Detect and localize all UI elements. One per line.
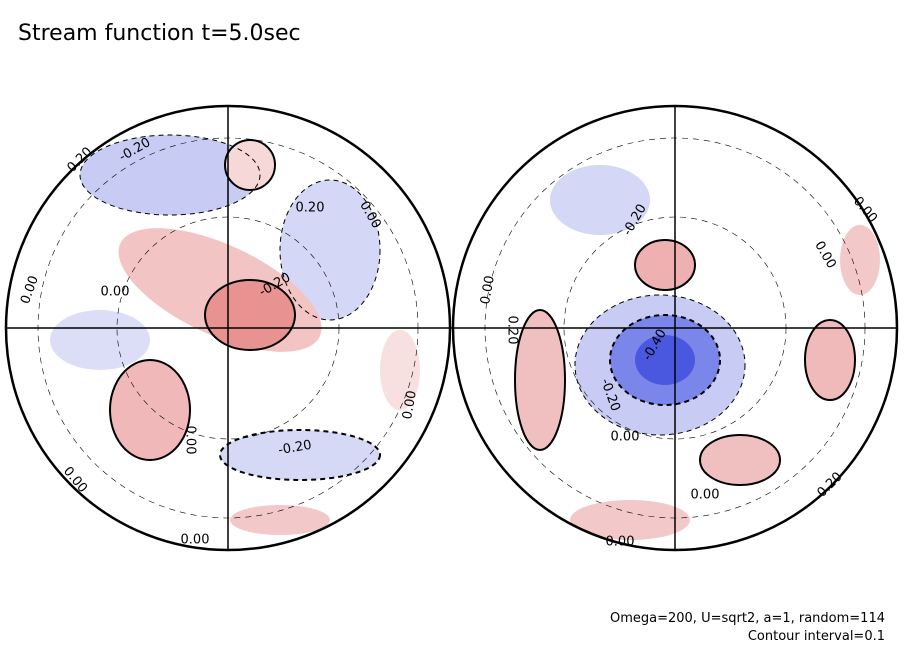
contour-lines bbox=[79, 134, 856, 486]
right-hemisphere-fill bbox=[515, 165, 880, 540]
contour-label: 0.00 bbox=[478, 274, 498, 305]
contour-label: 0.00 bbox=[811, 239, 838, 272]
contour-label: 0.00 bbox=[101, 285, 130, 300]
axes bbox=[4, 104, 899, 552]
contour-label: 0.00 bbox=[691, 488, 720, 503]
contour-label: 0.00 bbox=[60, 464, 90, 496]
note: Contour interval=0.1 bbox=[748, 629, 885, 644]
contour-label: 0.00 bbox=[181, 533, 210, 548]
contour-label: -0.20 bbox=[277, 438, 313, 459]
contour-label: 0.00 bbox=[18, 274, 42, 306]
contour-label: 0.20 bbox=[296, 201, 325, 216]
contour-label: 0.20 bbox=[505, 316, 520, 345]
title: Stream function t=5.0sec bbox=[18, 21, 301, 46]
contour-label: 0.00 bbox=[606, 535, 635, 550]
contour-label: 0.00 bbox=[611, 430, 640, 445]
left-hemisphere-fill bbox=[50, 135, 420, 535]
contour-label: 0.00 bbox=[400, 389, 420, 420]
note: Omega=200, U=sqrt2, a=1, random=114 bbox=[610, 611, 885, 626]
contour-label: 0.00 bbox=[850, 194, 880, 226]
contour-label: 0.00 bbox=[183, 426, 198, 455]
